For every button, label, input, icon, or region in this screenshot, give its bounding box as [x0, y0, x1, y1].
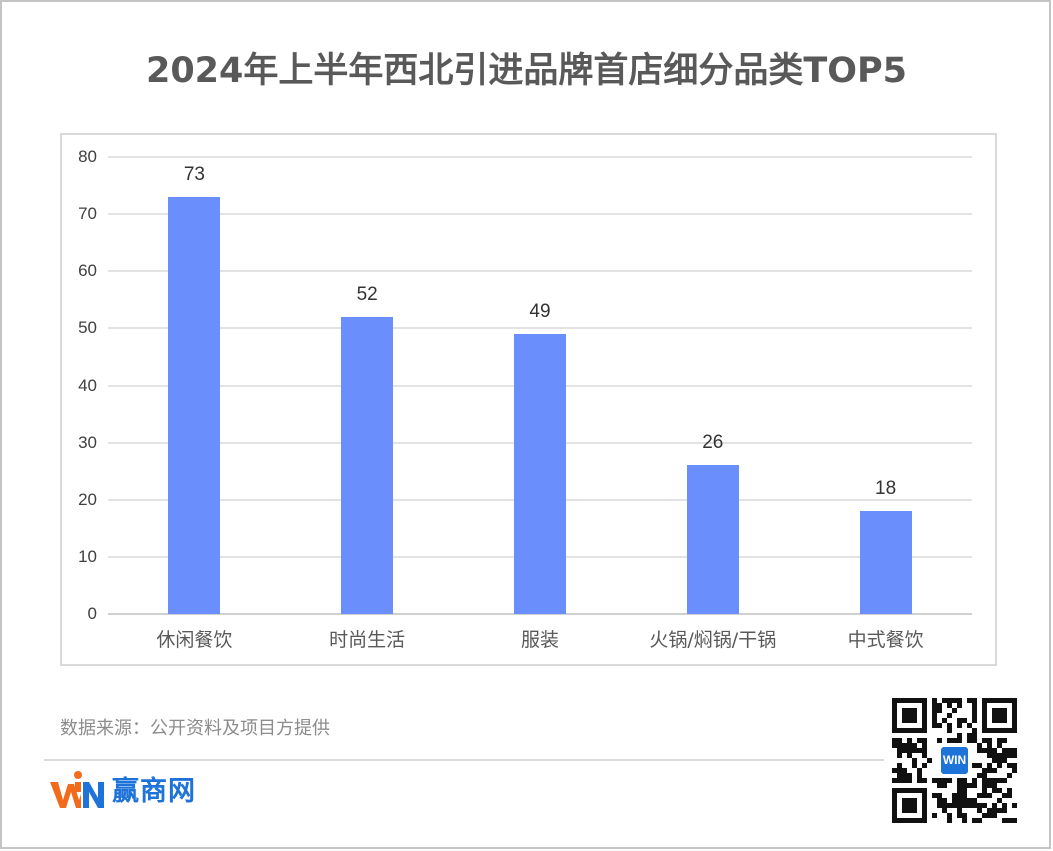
bar[interactable] — [168, 196, 221, 614]
y-tick-label: 0 — [87, 604, 97, 623]
data-label: 52 — [356, 283, 378, 305]
y-tick-label: 40 — [78, 375, 97, 395]
bar[interactable] — [514, 334, 566, 614]
y-tick-label: 80 — [78, 147, 97, 166]
y-tick-label: 60 — [78, 261, 97, 281]
gridline — [108, 156, 972, 158]
x-category-label: 时尚生活 — [329, 629, 406, 651]
data-source-note: 数据来源：公开资料及项目方提供 — [60, 718, 330, 739]
y-tick-label: 70 — [78, 204, 97, 224]
y-tick-label: 50 — [78, 318, 97, 338]
bar[interactable] — [859, 511, 912, 614]
data-label: 49 — [529, 301, 551, 323]
footer-divider — [44, 759, 884, 761]
chart-title: 2024年上半年西北引进品牌首店细分品类TOP5 — [145, 51, 908, 91]
data-label: 26 — [702, 432, 724, 454]
x-category-label: 中式餐饮 — [847, 629, 924, 651]
gridline — [108, 213, 972, 216]
gridline — [108, 270, 972, 273]
svg-text:WIN: WIN — [943, 753, 966, 767]
x-category-label: 服装 — [520, 629, 559, 651]
y-tick-label: 20 — [78, 489, 97, 509]
brand-logo[interactable]: 赢商网 — [48, 766, 196, 810]
x-category-label: 火锅/焖锅/干锅 — [649, 629, 777, 651]
gridline — [108, 327, 972, 330]
win-logo-icon — [48, 770, 106, 810]
data-label: 73 — [183, 163, 205, 185]
data-label: 18 — [875, 478, 897, 500]
bar[interactable] — [341, 316, 394, 614]
qr-code[interactable]: WIN — [892, 698, 1017, 823]
brand-name: 赢商网 — [112, 776, 196, 807]
y-tick-label: 30 — [78, 432, 97, 452]
x-category-label: 休闲餐饮 — [156, 629, 233, 651]
bar[interactable] — [686, 465, 739, 614]
x-axis-line — [108, 613, 972, 615]
y-tick-label: 10 — [78, 546, 97, 566]
